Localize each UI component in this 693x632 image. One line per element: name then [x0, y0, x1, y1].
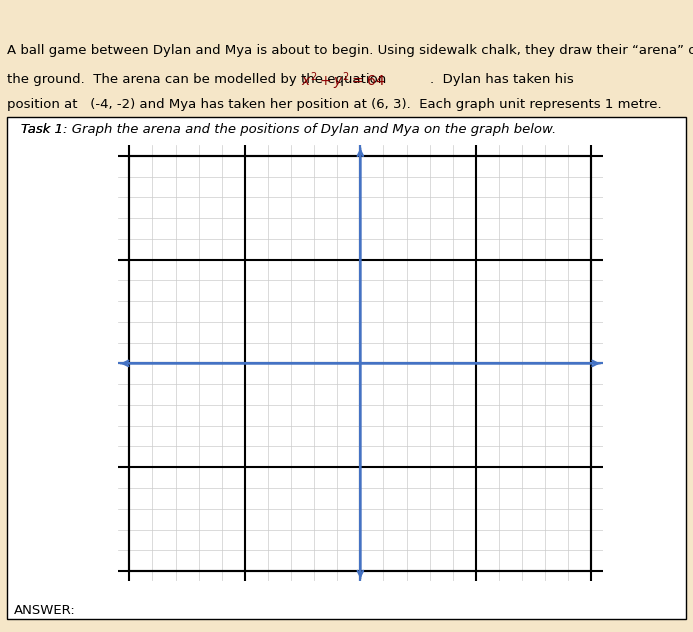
- Text: ANSWER:: ANSWER:: [14, 604, 76, 617]
- Text: $x^2 + y^2 = 64$: $x^2 + y^2 = 64$: [301, 71, 385, 92]
- Text: Task 1:: Task 1:: [21, 123, 67, 137]
- Text: Task 1: Graph the arena and the positions of Dylan and Mya on the graph below.: Task 1: Graph the arena and the position…: [21, 123, 556, 137]
- Text: .  Dylan has taken his: . Dylan has taken his: [430, 73, 573, 86]
- Text: the ground.  The arena can be modelled by the equation: the ground. The arena can be modelled by…: [7, 73, 390, 86]
- Text: position at   (-4, -2) and Mya has taken her position at (6, 3).  Each graph uni: position at (-4, -2) and Mya has taken h…: [7, 98, 662, 111]
- FancyBboxPatch shape: [7, 117, 686, 619]
- Text: A ball game between Dylan and Mya is about to begin. Using sidewalk chalk, they : A ball game between Dylan and Mya is abo…: [7, 44, 693, 58]
